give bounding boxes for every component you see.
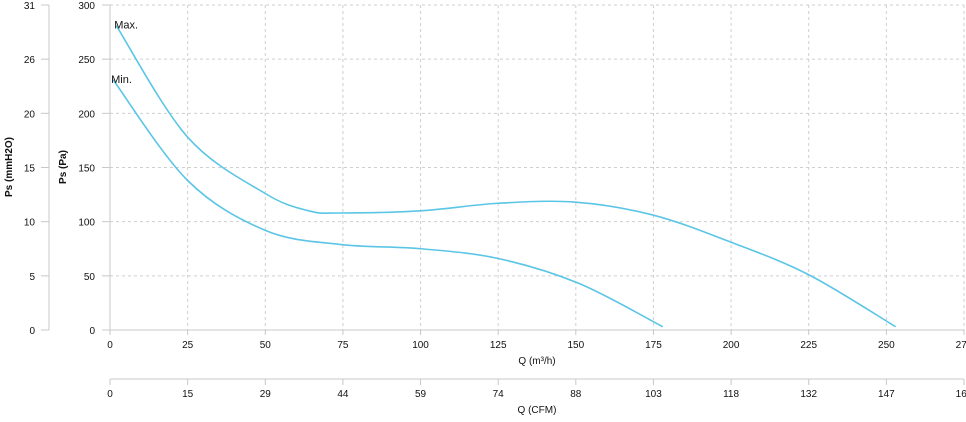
secondary-x-tick-label: 59 <box>415 389 427 400</box>
x-tick-label: 150 <box>567 340 584 351</box>
y-axis-label: Ps (Pa) <box>58 150 69 184</box>
x-tick-label: 125 <box>490 340 507 351</box>
y-tick-label: 100 <box>78 218 95 229</box>
secondary-x-tick-label: 29 <box>260 389 272 400</box>
y-tick-label: 300 <box>78 1 95 12</box>
x-tick-label: 225 <box>800 340 817 351</box>
series-label: Max. <box>114 20 138 32</box>
y-tick-label: 50 <box>84 272 96 283</box>
secondary-x-tick-label: 103 <box>645 389 662 400</box>
grid <box>110 4 965 330</box>
secondary-y-tick-label: 20 <box>24 109 36 120</box>
x-tick-label: 250 <box>878 340 895 351</box>
secondary-x-tick-label: 132 <box>800 389 817 400</box>
series-line-max <box>115 25 897 328</box>
secondary-x-tick-label: 0 <box>107 389 113 400</box>
secondary-x-tick-label: 74 <box>493 389 505 400</box>
series-lines: Max. Min. <box>111 20 897 328</box>
secondary-y-tick-label: 0 <box>29 326 35 337</box>
secondary-y-tick-label: 31 <box>24 1 36 12</box>
secondary-y-tick-label: 10 <box>24 218 36 229</box>
y-tick-label: 200 <box>78 109 95 120</box>
x-axis-label: Q (m³/h) <box>518 356 555 367</box>
secondary-x-axis-label: Q (CFM) <box>518 405 557 416</box>
y-tick-label: 150 <box>78 164 95 175</box>
secondary-x-tick-label: 88 <box>570 389 582 400</box>
secondary-y-tick-label: 5 <box>29 272 35 283</box>
secondary-x-tick-label: 118 <box>723 389 739 400</box>
series-line-min <box>112 79 664 328</box>
x-tick-label: 25 <box>182 340 194 351</box>
secondary-x-tick-label: 15 <box>182 389 194 400</box>
x-tick-label: 200 <box>723 340 740 351</box>
x-tick-label: 0 <box>107 340 113 351</box>
secondary-y-tick-label: 26 <box>24 55 36 66</box>
y-tick-label: 250 <box>78 55 95 66</box>
series-label: Min. <box>111 74 132 86</box>
secondary-y-axis-label: Ps (mmH2O) <box>4 137 15 197</box>
secondary-x-tick-label: 44 <box>337 389 349 400</box>
y-tick-label: 0 <box>89 326 95 337</box>
x-tick-label: 50 <box>260 340 272 351</box>
secondary-y-tick-label: 15 <box>24 164 36 175</box>
secondary-x-tick-label: 162 <box>956 389 966 400</box>
x-tick-label: 100 <box>412 340 429 351</box>
secondary-x-tick-label: 147 <box>878 389 895 400</box>
axes: 0255075100125150175200225250275050100150… <box>24 1 966 400</box>
x-tick-label: 75 <box>337 340 349 351</box>
x-tick-label: 175 <box>645 340 662 351</box>
x-tick-label: 275 <box>956 340 966 351</box>
